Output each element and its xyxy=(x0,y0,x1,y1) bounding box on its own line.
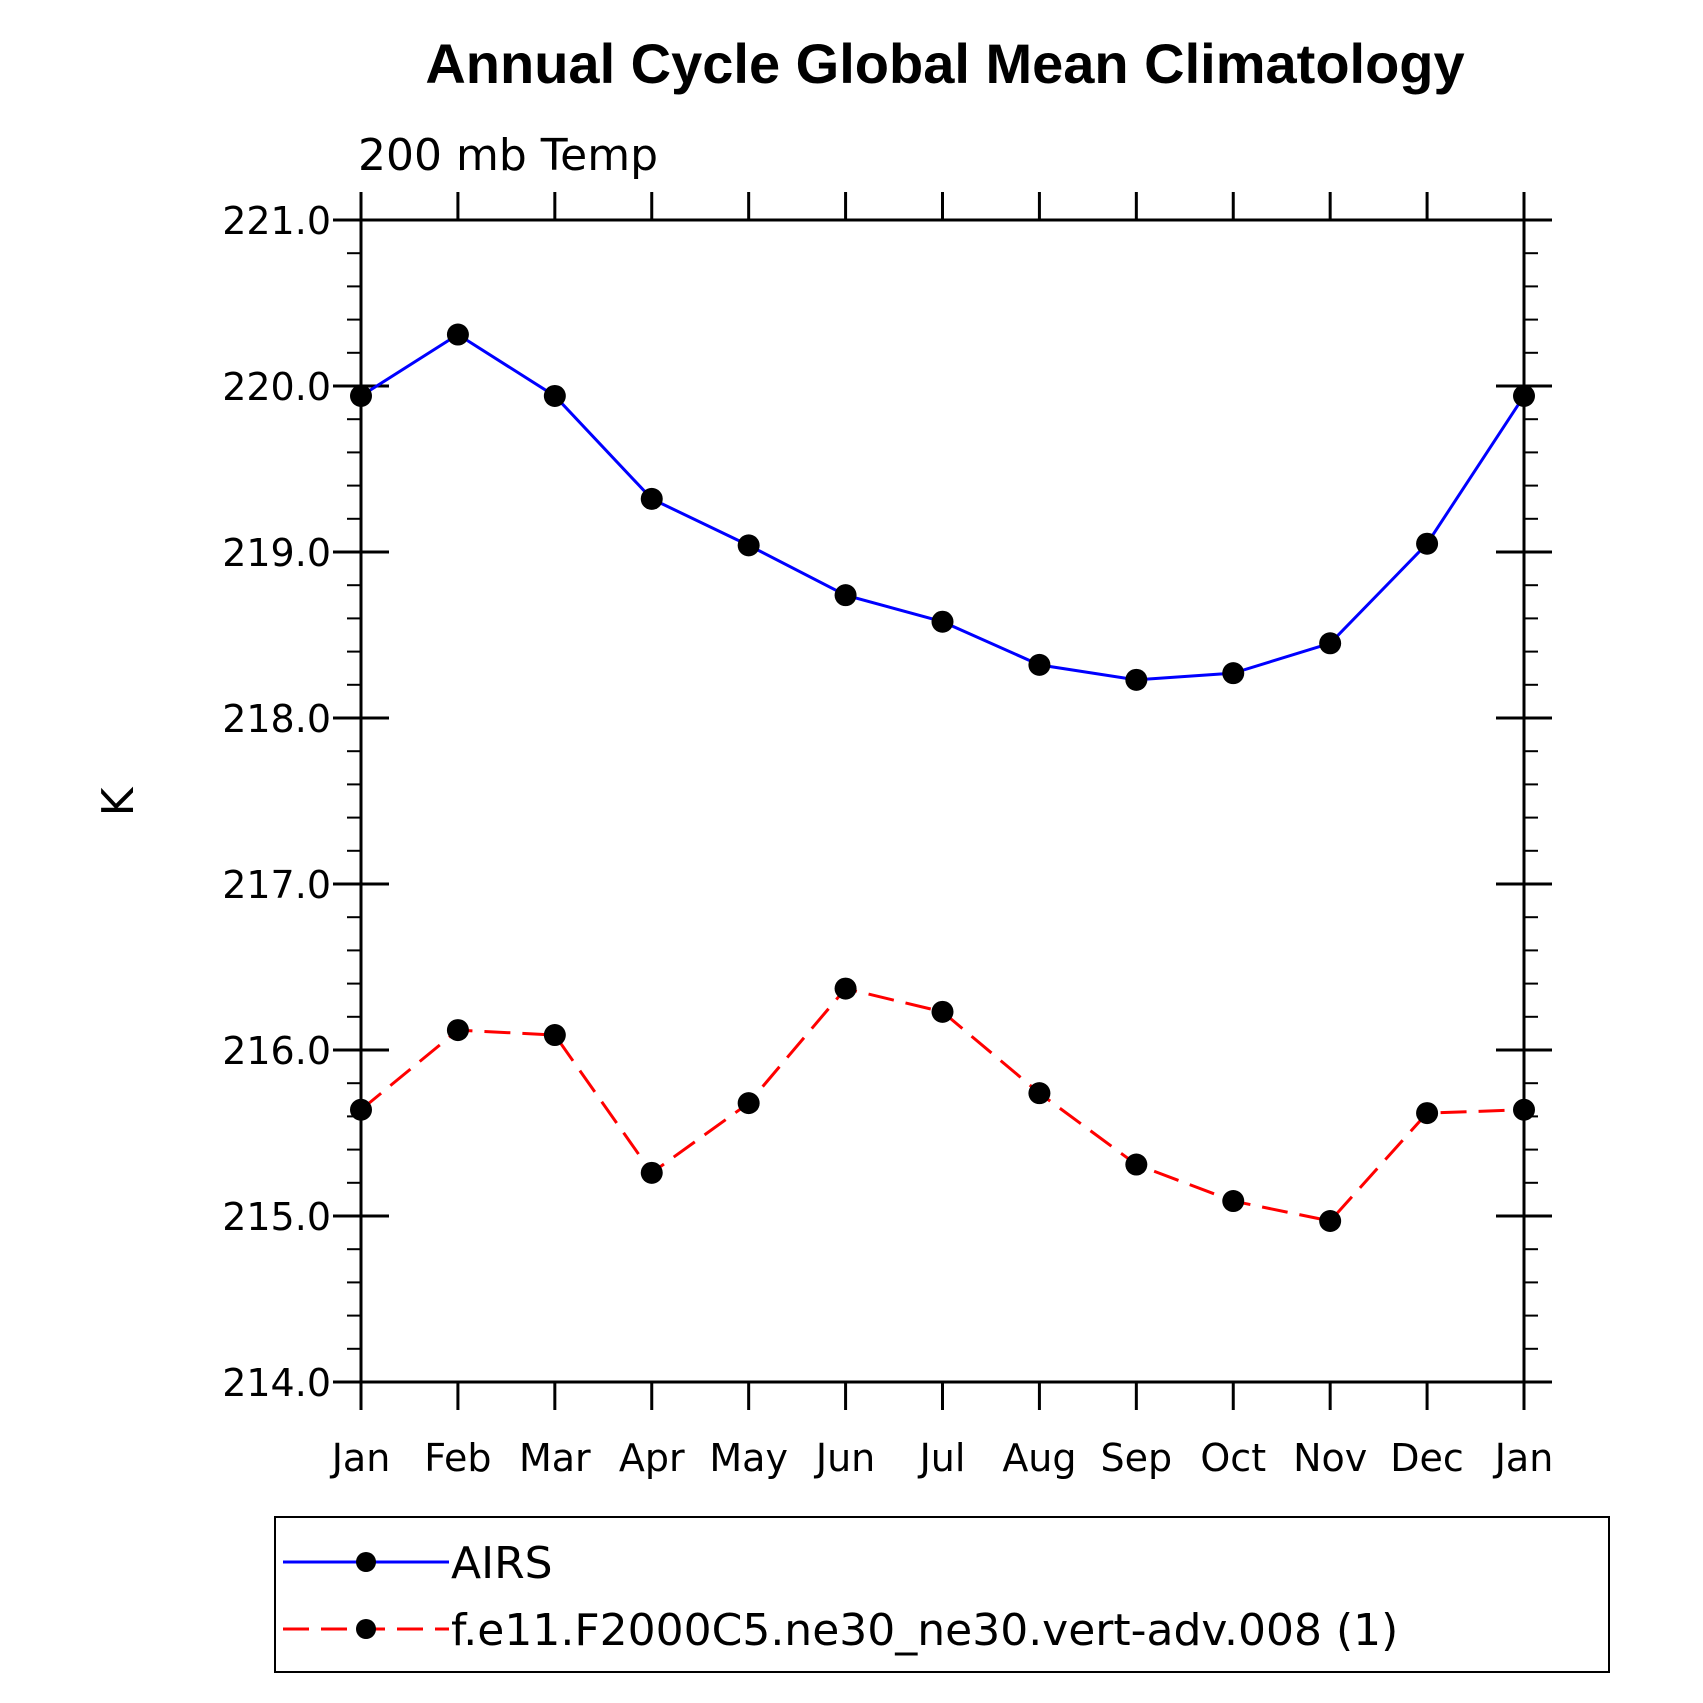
x-tick-label: Jan xyxy=(1493,1436,1554,1480)
y-tick-label: 215.0 xyxy=(222,1195,331,1239)
data-point-1 xyxy=(1222,1190,1245,1213)
data-point-1 xyxy=(1028,1082,1051,1105)
data-point-1 xyxy=(640,1161,663,1184)
data-point-1 xyxy=(543,1024,566,1047)
data-point-0 xyxy=(1319,632,1342,655)
data-point-1 xyxy=(446,1019,469,1042)
data-point-0 xyxy=(737,534,760,557)
chart-subtitle: 200 mb Temp xyxy=(358,130,658,181)
x-tick-label: Jul xyxy=(918,1436,966,1480)
series-line-1 xyxy=(360,986,1525,1223)
plot-frame xyxy=(359,218,1526,1384)
x-tick-label: Oct xyxy=(1200,1436,1266,1480)
data-point-0 xyxy=(1222,662,1245,685)
legend: AIRS f.e11.F2000C5.ne30_ne30.vert-adv.00… xyxy=(274,1516,1610,1673)
data-point-0 xyxy=(834,584,857,607)
data-point-1 xyxy=(1319,1209,1342,1232)
y-tick-label: 220.0 xyxy=(222,365,331,409)
data-point-1 xyxy=(931,1000,954,1023)
x-tick-labels: Jan Feb Mar Apr May Jun Jul Aug Sep Oct Nov Dec Jan xyxy=(330,1436,1554,1480)
x-tick-label: Mar xyxy=(519,1436,591,1480)
y-tick-label: 221.0 xyxy=(222,199,331,243)
x-tick-label: Jan xyxy=(330,1436,391,1480)
series-layer xyxy=(350,323,1535,1232)
y-tick-label: 214.0 xyxy=(222,1361,331,1405)
x-tick-label: Dec xyxy=(1390,1436,1464,1480)
x-tick-label: Jun xyxy=(814,1436,875,1480)
data-point-0 xyxy=(931,610,954,633)
x-tick-label: May xyxy=(709,1436,788,1480)
y-tick-label: 218.0 xyxy=(222,697,331,741)
data-point-1 xyxy=(1125,1153,1148,1176)
data-point-0 xyxy=(1416,532,1439,555)
chart-title: Annual Cycle Global Mean Climatology xyxy=(425,32,1464,95)
x-tick-label: Aug xyxy=(1002,1436,1076,1480)
y-axis-label: K xyxy=(93,786,144,816)
legend-marker-airs xyxy=(356,1552,376,1572)
data-point-0 xyxy=(1125,668,1148,691)
legend-box xyxy=(274,1516,1610,1673)
data-point-0 xyxy=(640,487,663,510)
data-point-1 xyxy=(834,977,857,1000)
x-tick-label: Nov xyxy=(1293,1436,1367,1480)
legend-marker-model xyxy=(356,1619,376,1639)
y-tick-labels: 214.0 215.0 216.0 217.0 218.0 219.0 220.0 221.0 xyxy=(222,199,331,1405)
y-tick-label: 217.0 xyxy=(222,863,331,907)
legend-label-airs: AIRS xyxy=(451,1538,553,1589)
x-tick-label: Apr xyxy=(619,1436,685,1480)
legend-label-model: f.e11.F2000C5.ne30_ne30.vert-adv.008 (1) xyxy=(451,1605,1398,1656)
x-tick-label: Feb xyxy=(424,1436,491,1480)
y-tick-label: 219.0 xyxy=(222,531,331,575)
y-tick-label: 216.0 xyxy=(222,1029,331,1073)
axis-ticks xyxy=(333,192,1552,1410)
data-point-0 xyxy=(543,384,566,407)
data-point-0 xyxy=(1028,653,1051,676)
data-point-0 xyxy=(446,323,469,346)
x-tick-label: Sep xyxy=(1101,1436,1173,1480)
data-point-1 xyxy=(737,1092,760,1115)
data-point-1 xyxy=(1416,1102,1439,1125)
